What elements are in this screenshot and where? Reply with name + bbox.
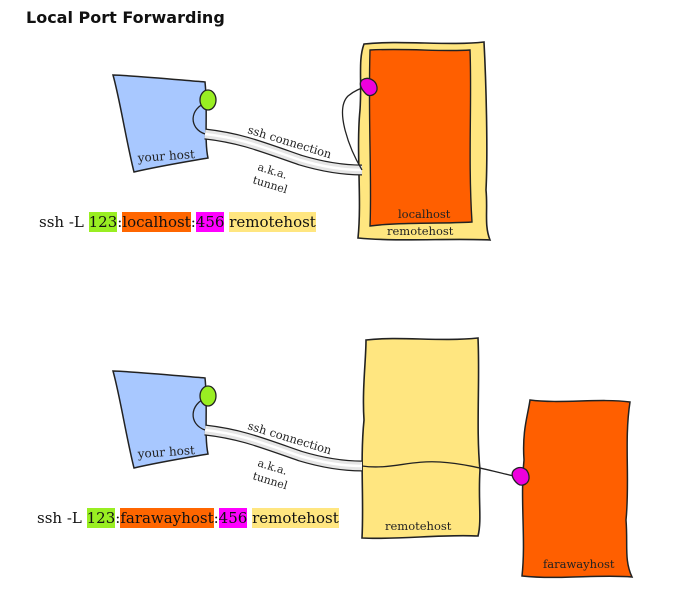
dest-port-456-icon	[511, 466, 530, 486]
cmd-dest-host: farawayhost	[120, 508, 214, 528]
cmd-sep1: :	[115, 509, 121, 527]
localhost-label: localhost	[398, 207, 451, 221]
remotehost-label: remotehost	[385, 519, 452, 533]
cmd-dest-host: localhost	[122, 212, 191, 232]
forward-connection	[361, 461, 515, 477]
command-line-1: ssh -L 123:localhost:456 remotehost	[39, 212, 316, 232]
your-host-box	[112, 370, 209, 469]
cmd-sep2: :	[190, 213, 196, 231]
diagram-faraway-forwarding: your host ssh connection a.k.a. tunnel r…	[112, 337, 634, 579]
cmd-local-port: 123	[88, 212, 118, 232]
cmd-sep2: :	[213, 509, 219, 527]
cmd-dest-port: 456	[195, 212, 225, 232]
cmd-prefix: ssh -L	[39, 213, 89, 231]
remotehost-box	[361, 337, 481, 540]
cmd-prefix: ssh -L	[37, 509, 87, 527]
cmd-local-port: 123	[86, 508, 116, 528]
your-host-label: your host	[136, 443, 195, 461]
diagram-local-forwarding: your host ssh connection a.k.a. tunnel l…	[112, 41, 492, 241]
local-port-123-icon	[199, 385, 217, 407]
your-host-label: your host	[136, 147, 195, 165]
cmd-sep1: :	[117, 213, 123, 231]
cmd-ssh-host: remotehost	[252, 508, 339, 528]
cmd-dest-port: 456	[218, 508, 248, 528]
page-title: Local Port Forwarding	[26, 8, 225, 27]
farawayhost-box	[521, 399, 634, 579]
farawayhost-label: farawayhost	[543, 557, 615, 571]
your-host-box	[112, 74, 209, 173]
dest-port-456-icon	[359, 77, 378, 97]
cmd-ssh-host: remotehost	[229, 212, 316, 232]
localhost-box	[368, 48, 473, 227]
command-line-2: ssh -L 123:farawayhost:456 remotehost	[37, 508, 339, 528]
remotehost-label: remotehost	[387, 224, 454, 238]
local-port-123-icon	[199, 89, 217, 111]
